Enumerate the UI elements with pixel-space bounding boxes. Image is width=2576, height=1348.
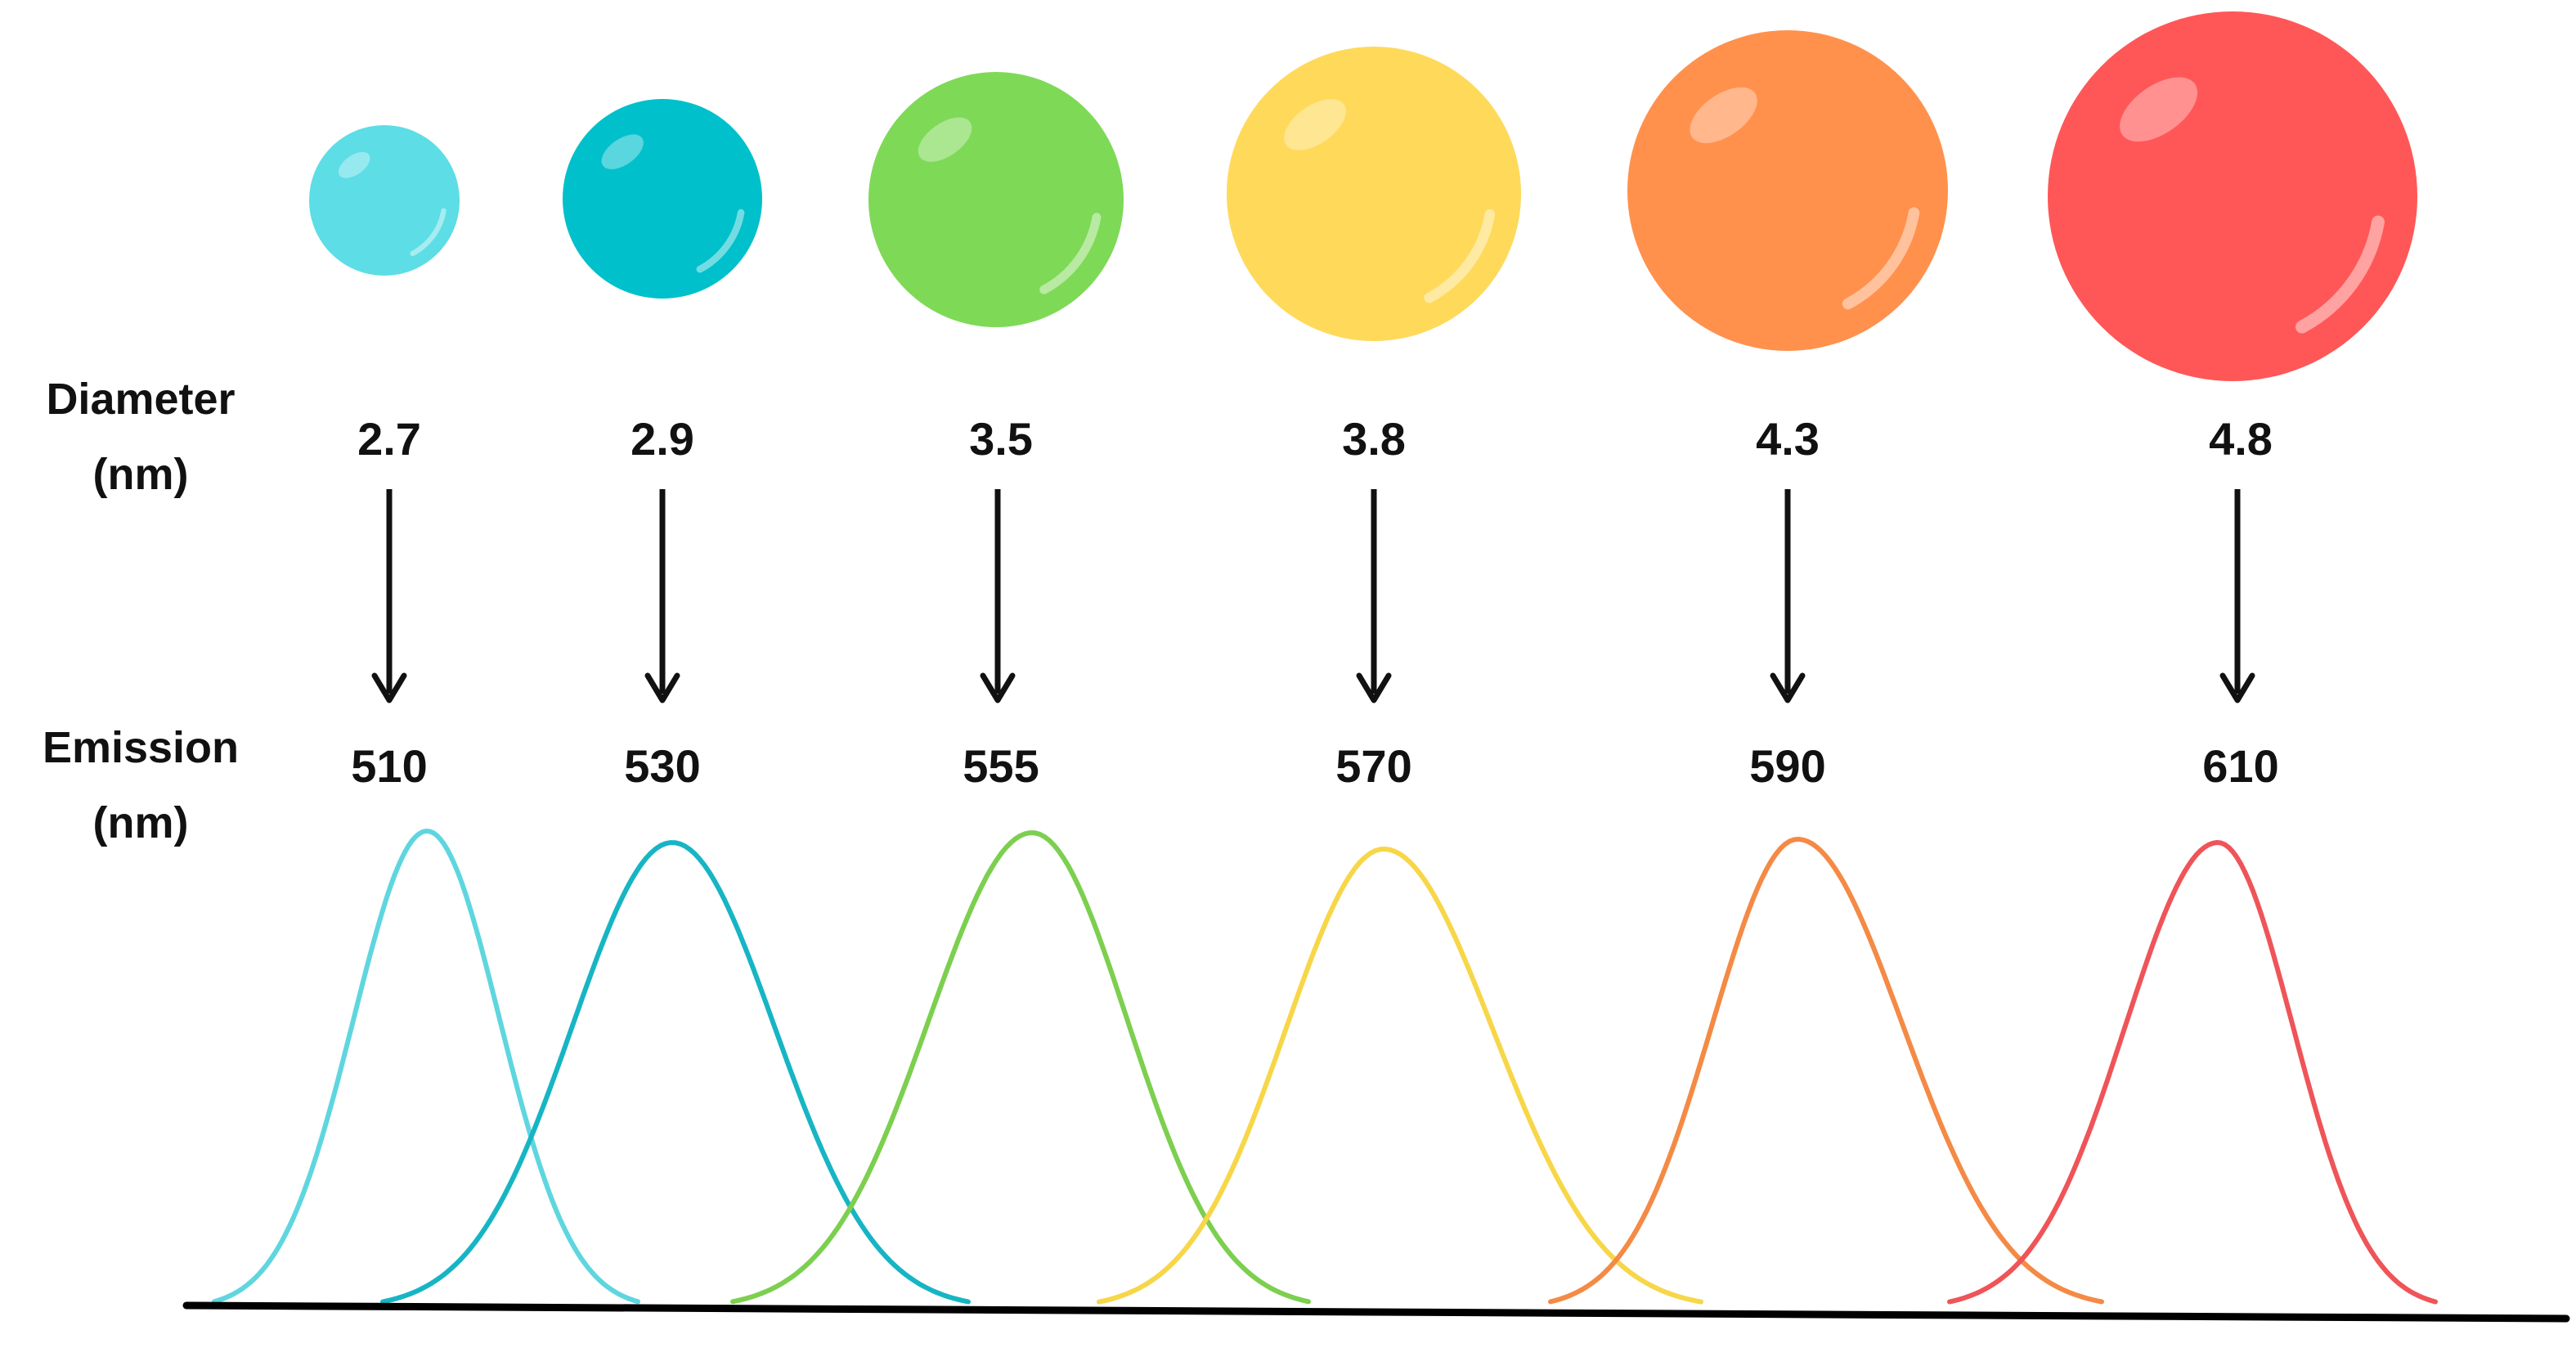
emission-label-line1: Emission [43,723,239,772]
sphere-glint [410,208,447,257]
emission-curve [212,829,640,1305]
emission-curve [1548,837,2104,1305]
diameter-value: 3.8 [1342,413,1406,465]
quantum-dot-sphere [2048,11,2417,381]
sphere-body [1627,30,1948,351]
quantum-dot-sphere [1227,47,1521,341]
sphere-glint [1039,213,1102,294]
emission-label-line2: (nm) [93,798,189,847]
emission-curve [1097,847,1703,1305]
emission-values: 510 530 555 570 590 610 [351,740,2278,792]
down-arrow [1356,489,1392,703]
down-arrow [2219,489,2255,703]
quantum-dot-sphere [563,99,762,299]
diameter-values: 2.7 2.9 3.5 3.8 4.3 4.8 [357,413,2273,465]
diameter-value: 3.5 [969,413,1033,465]
emission-value: 510 [351,740,427,792]
emission-curve [1947,840,2438,1305]
diameter-value: 2.9 [631,413,694,465]
sphere-body [309,125,460,276]
diameter-label-line2: (nm) [93,450,189,499]
sphere-glint [1842,207,1920,310]
sphere-highlight [1284,99,1346,151]
sphere-highlight [338,151,370,178]
sphere-highlight [918,117,972,162]
arrows [371,489,2255,703]
down-arrow [1770,489,1806,703]
sphere-body [1227,47,1521,341]
quantum-dot-sphere [309,125,460,276]
spectrum-baseline [182,1301,2570,1323]
sphere-body [2048,11,2417,381]
emission-value: 610 [2202,740,2278,792]
down-arrow [371,489,407,703]
emission-curves [212,829,2438,1305]
sphere-glint [2295,215,2385,334]
diameter-label-line1: Diameter [46,375,235,424]
emission-value: 590 [1749,740,1825,792]
sphere-highlight [601,134,644,169]
down-arrow [644,489,680,703]
quantum-dot-spheres [309,11,2417,381]
sphere-glint [1424,209,1496,303]
diameter-value: 2.7 [357,413,421,465]
sphere-highlight [2120,77,2198,142]
emission-value: 530 [624,740,700,792]
emission-value: 570 [1335,740,1411,792]
down-arrow [980,489,1016,703]
quantum-dot-sphere [1627,30,1948,351]
sphere-highlight [1690,87,1757,143]
diameter-value: 4.3 [1756,413,1820,465]
sphere-glint [696,209,745,273]
emission-curve [730,830,1311,1305]
sphere-body [868,72,1124,327]
emission-curve [380,840,971,1305]
quantum-dot-sphere [868,72,1124,327]
diameter-value: 4.8 [2209,413,2273,465]
sphere-body [563,99,762,299]
emission-value: 555 [963,740,1039,792]
